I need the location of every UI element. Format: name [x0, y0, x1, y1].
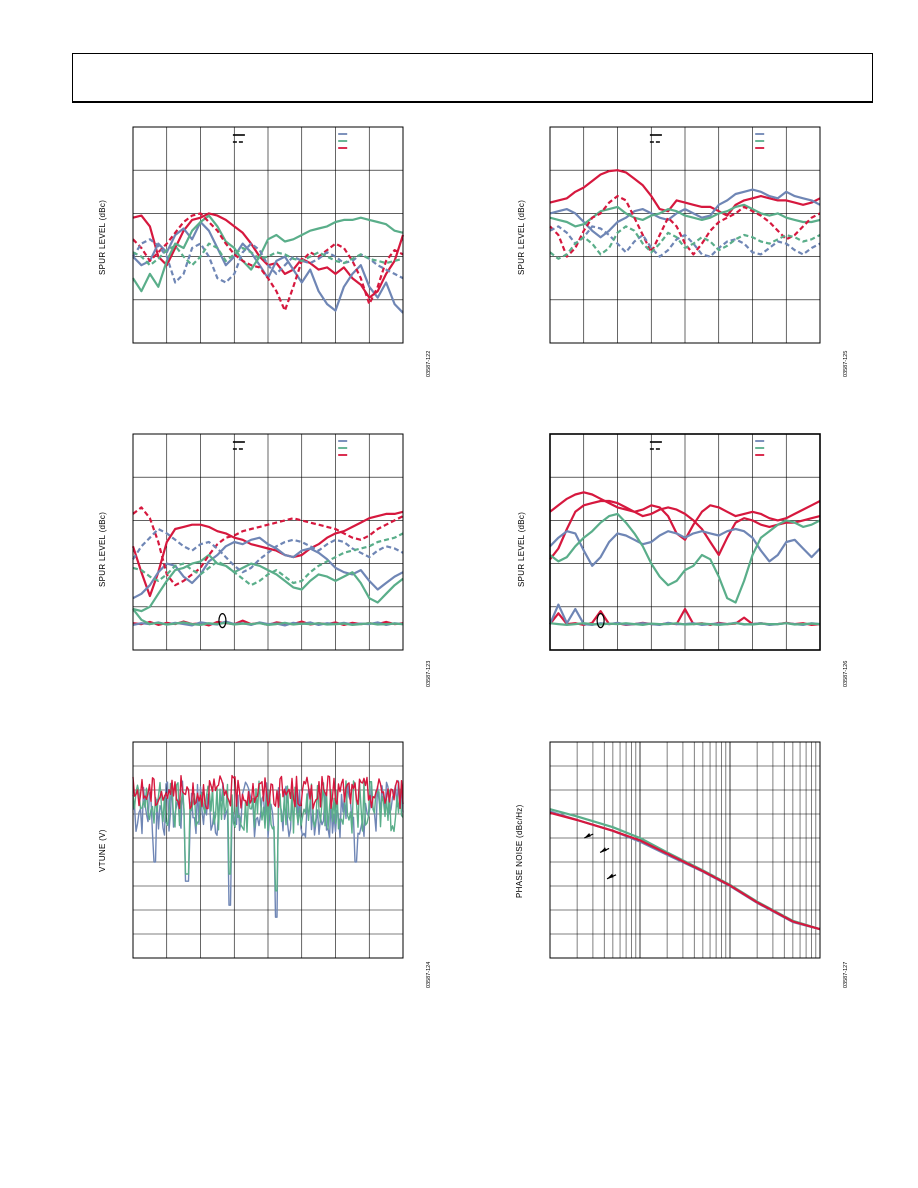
figure-id: 03587-122 [426, 350, 432, 377]
chart-panel-4: SPUR LEVEL (dBc) 03587-126 [513, 432, 853, 687]
series-line-blue-dashed [132, 527, 404, 574]
chart-panel-2: SPUR LEVEL (dBc) 03587-125 [513, 125, 853, 380]
series-line-blue-solid [549, 527, 821, 567]
series-line-green-dashed [549, 225, 821, 260]
gridlines [132, 741, 404, 959]
series-line-green-dashed [132, 242, 404, 267]
series-line-green-solid [549, 622, 821, 626]
chart-panel-1: SPUR LEVEL (dBc) 03587-122 [96, 125, 436, 380]
callout-ellipse [218, 613, 227, 629]
callout-ellipse [596, 613, 605, 629]
data-series [548, 491, 821, 626]
plot-border [549, 433, 821, 651]
plot-border [132, 126, 404, 344]
legend [232, 133, 348, 149]
chart-6-plot [549, 741, 821, 959]
series-line-red-solid [549, 491, 821, 541]
chart-1-plot [132, 126, 405, 344]
plot-border [549, 741, 821, 959]
figure-id: 03587-126 [843, 660, 849, 687]
series-line-green-solid [549, 808, 821, 931]
series-line-red-dashed [132, 506, 404, 587]
plot-border [132, 433, 404, 651]
series-line-green-solid [132, 214, 404, 293]
series-line-red-dashed [132, 212, 404, 312]
legend [649, 440, 765, 456]
chart-5-plot [132, 741, 404, 959]
page-header [72, 53, 873, 103]
callout-arrowhead [600, 847, 607, 853]
series-line-red-solid [549, 811, 821, 931]
series-line-green-solid [132, 608, 404, 626]
gridlines [132, 433, 404, 651]
plot-border [132, 741, 404, 959]
chart-panel-5: VTUNE (V) 03587-124 [96, 740, 436, 995]
series-line-red-solid [132, 774, 404, 810]
gridlines [549, 741, 820, 959]
series-line-blue-dashed [549, 225, 821, 258]
series-line-green-dashed [132, 532, 404, 587]
figure-id: 03587-124 [426, 961, 432, 988]
figure-id: 03587-127 [843, 961, 849, 988]
series-line-red-solid [549, 169, 821, 217]
gridlines [549, 433, 821, 651]
figure-id: 03587-125 [843, 350, 849, 377]
data-series [549, 808, 821, 931]
chart-4-plot [548, 433, 821, 651]
chart-3-plot [131, 433, 404, 651]
plot-border [549, 126, 821, 344]
chart-2-plot [549, 126, 821, 344]
series-line-green-solid [132, 780, 404, 892]
legend [649, 133, 765, 149]
chart-panel-3: SPUR LEVEL (dBc) 03587-123 [96, 432, 436, 687]
series-line-green-solid [549, 203, 821, 228]
legend [232, 440, 348, 456]
callout-arrowhead [584, 833, 591, 838]
series-line-blue-dashed [132, 238, 404, 284]
series-line-green-solid [132, 553, 404, 613]
data-series [549, 169, 821, 260]
gridlines [132, 126, 404, 344]
series-line-blue-solid [549, 188, 821, 239]
callout-arrowhead [607, 873, 614, 879]
data-series [131, 506, 404, 627]
figure-id: 03587-123 [426, 660, 432, 687]
series-line-red-solid [131, 510, 404, 598]
series-line-red-dashed [549, 195, 821, 258]
series-line-green-solid [549, 512, 821, 604]
series-line-blue-solid [549, 810, 821, 931]
chart-panel-6: PHASE NOISE (dBc/Hz) 03587-127 [513, 740, 853, 995]
series-line-red-solid [549, 499, 821, 560]
data-series [132, 774, 404, 918]
data-series [132, 212, 405, 314]
